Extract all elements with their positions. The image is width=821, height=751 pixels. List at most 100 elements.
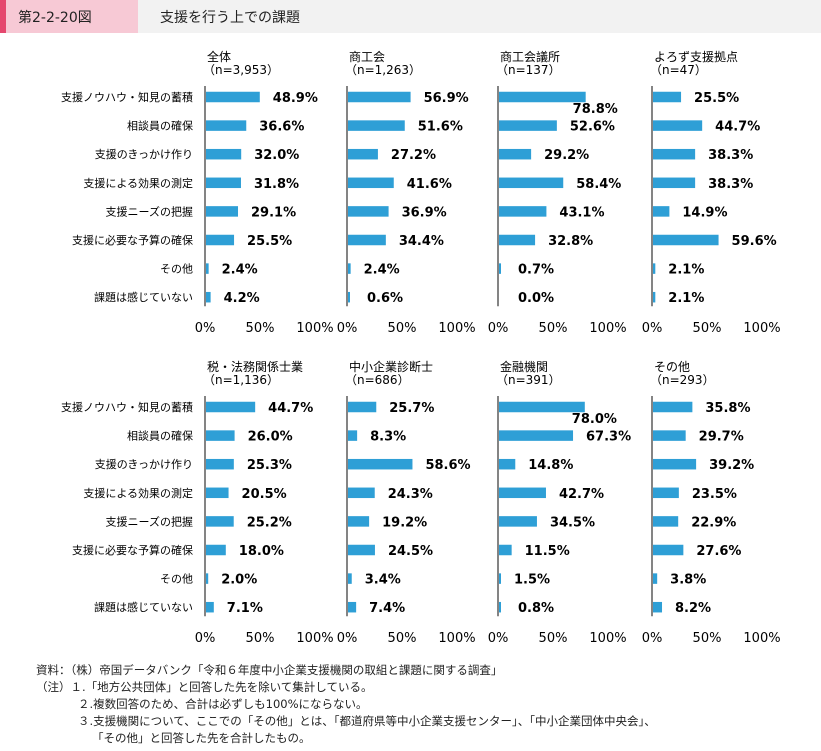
data-label: 67.3% <box>586 430 631 445</box>
panel-title: 中小企業診断士 <box>349 359 433 374</box>
tick-label: 100% <box>438 631 475 646</box>
bar <box>348 91 411 103</box>
data-label: 32.0% <box>254 148 299 163</box>
bar <box>499 487 546 499</box>
bar <box>653 601 663 613</box>
data-label: 36.6% <box>259 120 304 135</box>
data-label: 2.1% <box>668 263 704 278</box>
data-label: 48.9% <box>273 91 318 106</box>
bar <box>499 401 585 413</box>
bar <box>206 401 256 413</box>
data-label: 29.1% <box>251 205 296 220</box>
bar <box>348 401 377 413</box>
bar <box>206 544 226 556</box>
data-label: 0.8% <box>518 601 554 616</box>
category-label: 支援ニーズの把握 <box>106 204 193 218</box>
figure-number-tab <box>0 0 138 33</box>
data-label: 56.9% <box>424 91 469 106</box>
figure-header: 第2-2-20図 支援を行う上での課題 <box>0 0 821 33</box>
bar <box>499 263 501 274</box>
tick-label: 0% <box>488 321 509 336</box>
panel-title: 全体 <box>207 49 231 64</box>
panel-title: 商工会議所 <box>500 49 560 64</box>
bar <box>499 148 532 160</box>
note-source: 資料：（株）帝国データバンク「令和６年度中小企業支援機関の取組と課題に関する調査… <box>36 663 503 677</box>
bar <box>653 120 703 131</box>
data-label: 3.8% <box>670 573 706 588</box>
tick-label: 50% <box>693 321 722 336</box>
bar <box>348 516 370 527</box>
tick-label: 50% <box>388 321 417 336</box>
data-label: 32.8% <box>548 234 593 249</box>
bar <box>499 206 547 217</box>
panel-n: （n=1,136） <box>203 373 279 387</box>
bar <box>348 177 394 189</box>
tick-label: 0% <box>195 321 216 336</box>
data-label: 7.4% <box>369 601 405 616</box>
category-label: 課題は感じていない <box>94 600 193 614</box>
tick-label: 0% <box>642 631 663 646</box>
category-label: 支援に必要な予算の確保 <box>72 543 193 557</box>
data-label: 58.6% <box>425 458 470 473</box>
category-label: 支援に必要な予算の確保 <box>72 233 193 247</box>
panel-n: （n=391） <box>496 373 561 387</box>
data-label: 2.0% <box>221 573 257 588</box>
data-label: 44.7% <box>715 120 760 135</box>
bar <box>499 573 501 584</box>
bar <box>348 430 358 441</box>
panel-title: その他 <box>654 360 690 374</box>
bar <box>348 487 375 499</box>
bar <box>653 206 670 217</box>
tick-label: 0% <box>337 321 358 336</box>
bar <box>653 263 656 274</box>
data-label: 1.5% <box>514 573 550 588</box>
data-label: 38.3% <box>708 177 753 192</box>
data-label: 41.6% <box>407 177 452 192</box>
data-label: 8.2% <box>675 601 711 616</box>
bar <box>348 601 357 613</box>
bar <box>348 206 389 217</box>
data-label: 27.6% <box>696 544 741 559</box>
data-label: 19.2% <box>382 515 427 530</box>
bar <box>499 120 557 131</box>
tick-label: 50% <box>246 631 275 646</box>
data-label: 3.4% <box>365 573 401 588</box>
bar <box>206 263 209 274</box>
bar <box>499 430 574 441</box>
bar <box>206 516 234 527</box>
data-label: 25.3% <box>247 458 292 473</box>
tick-label: 100% <box>743 631 780 646</box>
bar <box>653 458 697 470</box>
data-label: 11.5% <box>525 544 570 559</box>
category-label: 支援のきっかけ作り <box>95 147 193 161</box>
data-label: 78.8% <box>573 102 618 117</box>
panel-title: 金融機関 <box>500 359 548 374</box>
bar <box>206 234 235 246</box>
data-label: 8.3% <box>370 430 406 445</box>
data-label: 20.5% <box>242 487 287 502</box>
tick-label: 0% <box>195 631 216 646</box>
category-label: 支援ニーズの把握 <box>106 514 193 528</box>
data-label: 26.0% <box>248 430 293 445</box>
data-label: 52.6% <box>570 120 615 135</box>
bar <box>348 573 352 584</box>
data-label: 27.2% <box>391 148 436 163</box>
bar <box>348 148 378 160</box>
category-label: 課題は感じていない <box>94 290 193 304</box>
panel-title: 税・法務関係士業 <box>207 360 303 374</box>
data-label: 42.7% <box>559 487 604 502</box>
bar <box>348 234 386 246</box>
note-3: ３.支援機関について、ここでの「その他」とは、「都道府県等中小企業支援センター」… <box>78 714 656 728</box>
category-label: 支援による効果の測定 <box>83 486 193 500</box>
data-label: 35.8% <box>705 401 750 416</box>
bar <box>206 120 247 131</box>
bar <box>206 487 229 499</box>
data-label: 31.8% <box>254 177 299 192</box>
bar <box>206 601 214 613</box>
bar <box>653 291 656 303</box>
bar <box>206 91 260 103</box>
tick-label: 0% <box>337 631 358 646</box>
data-label: 59.6% <box>732 234 777 249</box>
panel-n: （n=137） <box>496 63 561 77</box>
bar <box>653 401 693 413</box>
